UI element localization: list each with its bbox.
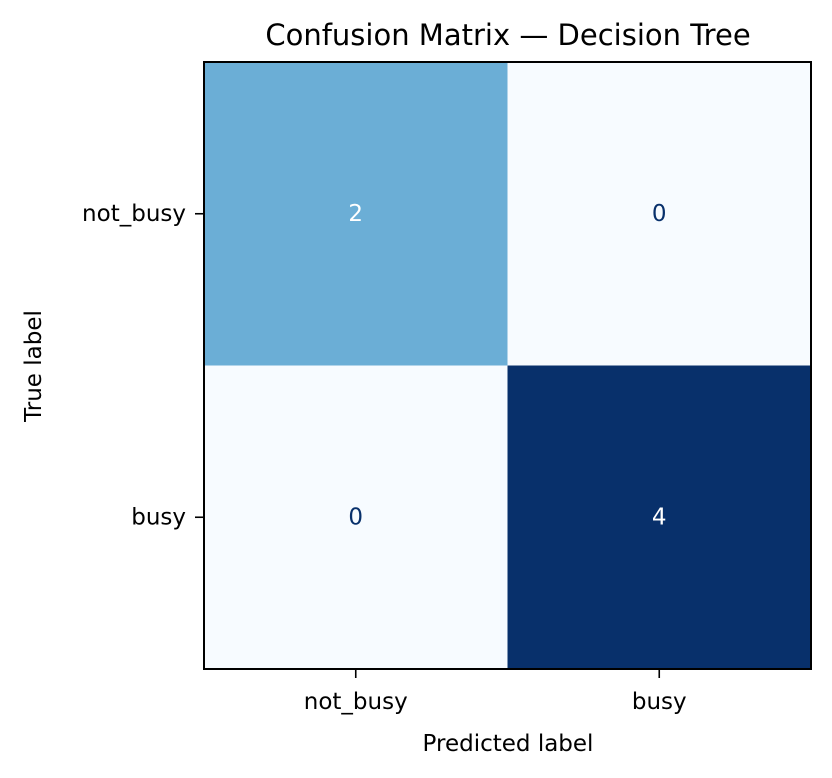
cell-value-not_busy-busy: 0	[652, 201, 667, 227]
plot-frame	[203, 61, 812, 670]
matrix-cell-busy-not_busy	[204, 365, 508, 669]
x-tick-label-busy: busy	[632, 689, 687, 715]
x-axis-label: Predicted label	[423, 731, 594, 757]
cell-value-busy-busy: 4	[652, 504, 667, 530]
y-tick-label-busy: busy	[131, 504, 186, 530]
x-tick-label-not_busy: not_busy	[304, 689, 408, 715]
matrix-cell-not_busy-busy	[507, 62, 811, 366]
y-axis-label: True label	[21, 310, 47, 423]
cell-value-not_busy-not_busy: 2	[348, 201, 363, 227]
matrix-cell-busy-busy	[507, 365, 811, 669]
chart-title: Confusion Matrix — Decision Tree	[265, 18, 750, 52]
cell-value-busy-not_busy: 0	[348, 504, 363, 530]
matrix-cells	[204, 62, 811, 669]
matrix-cell-labels: 2 00 4	[348, 201, 666, 531]
y-tick-label-not_busy: not_busy	[82, 201, 186, 227]
x-axis-ticks: not_busy busy	[304, 669, 687, 715]
matrix-cell-not_busy-not_busy	[204, 62, 508, 366]
